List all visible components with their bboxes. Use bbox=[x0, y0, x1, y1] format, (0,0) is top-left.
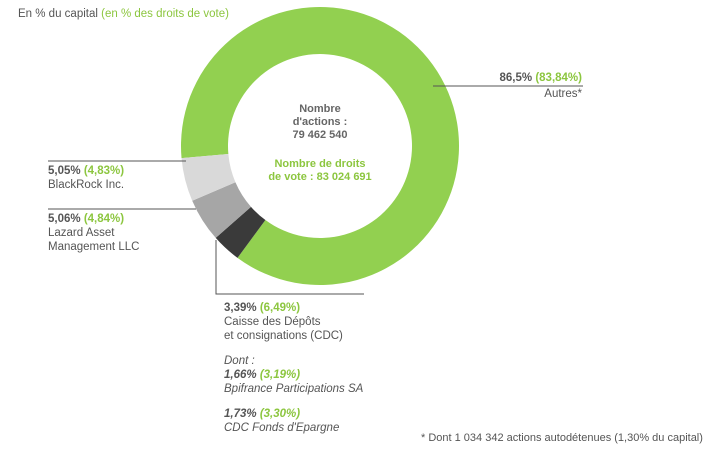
center-votes: Nombre de droits de vote : 83 024 691 bbox=[240, 158, 400, 184]
capital-label: En % du capital bbox=[18, 8, 98, 20]
donut-slice-cdc bbox=[215, 206, 266, 258]
center-shares-line2: d'actions : bbox=[292, 116, 348, 128]
label-cdc: 3,39% (6,49%) Caisse des Dépôts et consi… bbox=[224, 301, 363, 435]
leader-line-cdc bbox=[215, 240, 364, 295]
label-autres: 86,5% (83,84%) Autres* bbox=[492, 71, 582, 101]
label-blackrock: 5,05% (4,83%) BlackRock Inc. bbox=[48, 164, 124, 192]
vote-label: (en % des droits de vote) bbox=[101, 8, 229, 20]
cdc-fonds-capital-pct: 1,73% bbox=[224, 408, 257, 420]
donut-slice-autres bbox=[180, 6, 459, 285]
bpifrance-name: Bpifrance Participations SA bbox=[224, 383, 364, 395]
autres-vote-pct: (83,84%) bbox=[535, 72, 582, 84]
lazard-capital-pct: 5,06% bbox=[48, 213, 81, 225]
blackrock-vote-pct: (4,83%) bbox=[83, 165, 125, 177]
center-shares: Nombre d'actions : 79 462 540 bbox=[250, 103, 390, 142]
lazard-name-line1: Lazard Asset bbox=[48, 227, 115, 239]
autres-name: Autres* bbox=[544, 88, 582, 100]
cdc-name-line1: Caisse des Dépôts bbox=[224, 316, 321, 328]
center-votes-line1: Nombre de droits bbox=[274, 158, 366, 170]
donut-slice-lazard bbox=[192, 182, 251, 238]
cdc-capital-pct: 3,39% bbox=[224, 302, 257, 314]
footnote: * Dont 1 034 342 actions autodétenues (1… bbox=[421, 432, 703, 444]
cdc-name-line2: et consignations (CDC) bbox=[224, 330, 343, 342]
donut-slice-blackrock bbox=[181, 154, 236, 201]
cdc-dont-label: Dont : bbox=[224, 355, 255, 367]
center-shares-value: 79 462 540 bbox=[292, 129, 348, 141]
bpifrance-capital-pct: 1,66% bbox=[224, 369, 257, 381]
cdc-fonds-vote-pct: (3,30%) bbox=[259, 408, 301, 420]
cdc-fonds-name: CDC Fonds d'Epargne bbox=[224, 422, 340, 434]
blackrock-capital-pct: 5,05% bbox=[48, 165, 81, 177]
chart-subtitle: En % du capital (en % des droits de vote… bbox=[18, 7, 229, 21]
blackrock-name: BlackRock Inc. bbox=[48, 179, 125, 191]
center-shares-line1: Nombre bbox=[299, 103, 341, 115]
center-votes-line2: de vote : 83 024 691 bbox=[268, 171, 372, 183]
cdc-vote-pct: (6,49%) bbox=[259, 302, 301, 314]
label-lazard: 5,06% (4,84%) Lazard Asset Management LL… bbox=[48, 212, 139, 254]
lazard-vote-pct: (4,84%) bbox=[83, 213, 125, 225]
bpifrance-vote-pct: (3,19%) bbox=[259, 369, 301, 381]
autres-capital-pct: 86,5% bbox=[499, 72, 533, 84]
lazard-name-line2: Management LLC bbox=[48, 241, 140, 253]
